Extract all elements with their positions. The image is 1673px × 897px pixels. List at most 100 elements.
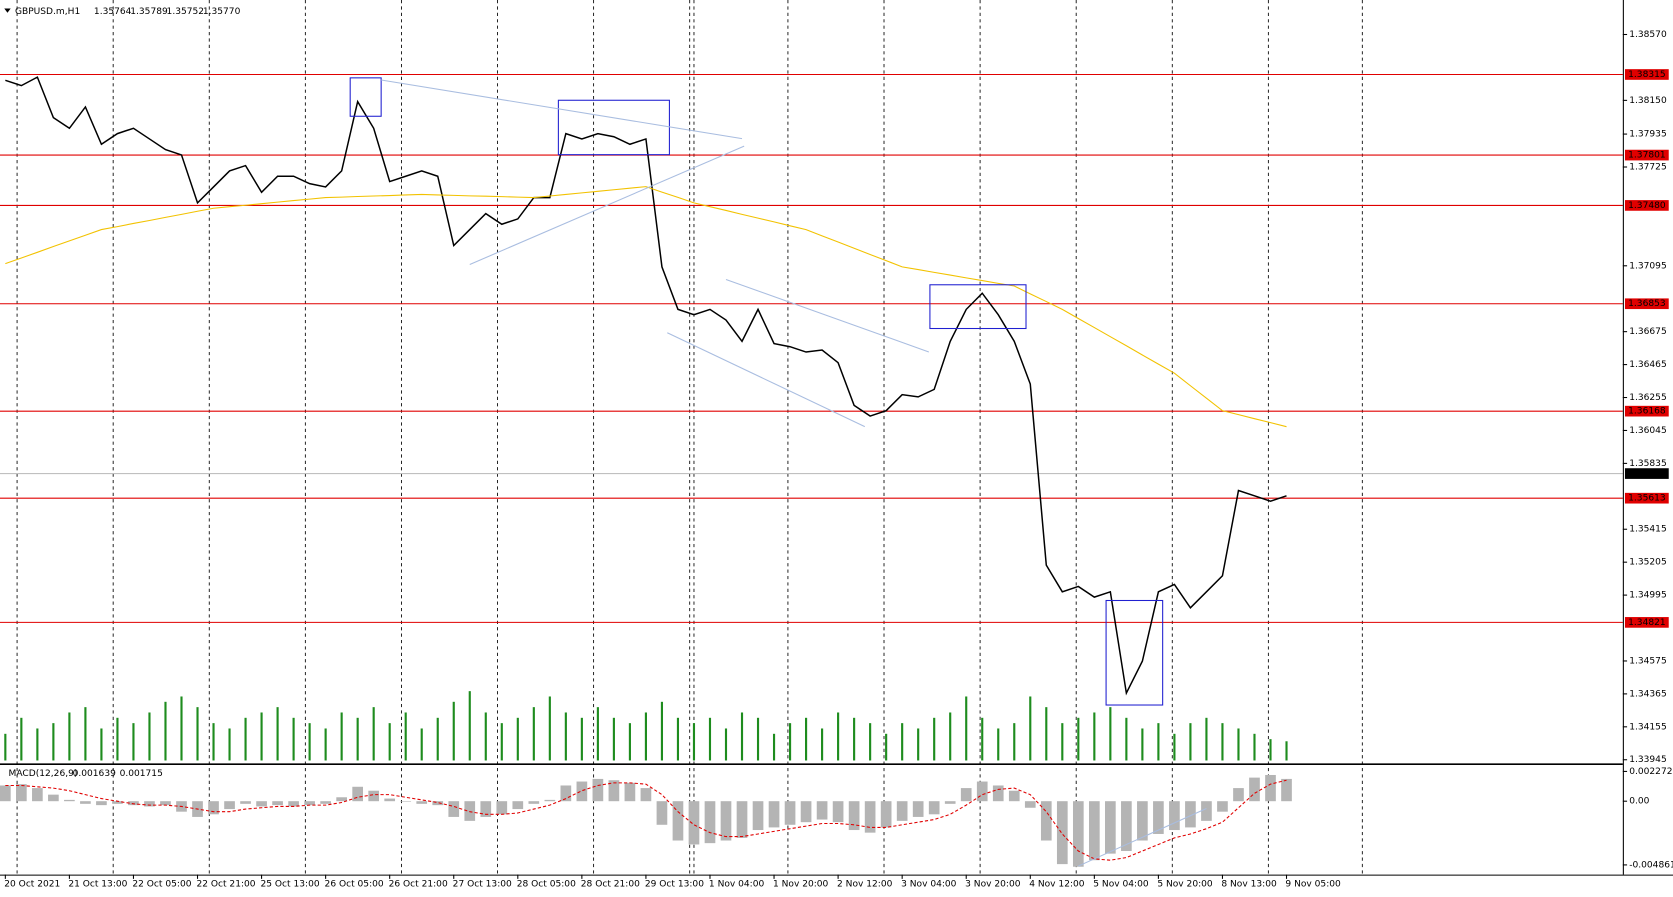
macd-bar [640, 788, 652, 802]
macd-readout: 0.001639 [73, 769, 116, 779]
price-line [5, 76, 1287, 696]
x-tick-label: 27 Oct 13:00 [453, 880, 512, 890]
x-tick-label: 3 Nov 20:00 [965, 880, 1021, 890]
level-tag [1624, 298, 1669, 310]
volume-bar [36, 728, 39, 761]
last-price-tag [1624, 468, 1669, 479]
volume-bar [340, 712, 343, 761]
plot-layers [0, 73, 1623, 867]
volume-bar [1221, 723, 1224, 761]
y-tick-label: 1.34995 [1629, 591, 1667, 601]
macd-bar [656, 801, 668, 825]
volume-bar [901, 723, 904, 761]
symbol: GBPUSD.m,H1 [15, 7, 80, 17]
volume-bar [821, 728, 824, 761]
y-tick-label: 1.38570 [1629, 30, 1667, 40]
macd-bar [848, 801, 860, 831]
volume-bar [756, 717, 760, 761]
volume-bar [933, 717, 936, 761]
volume-bar [372, 707, 375, 761]
macd-bar [368, 790, 380, 802]
macd-bar [496, 801, 508, 815]
macd-bar [240, 801, 251, 804]
level-label: 1.34821 [1628, 618, 1666, 628]
macd-bar [320, 801, 331, 804]
volume-bar [1173, 733, 1176, 761]
menu-arrow[interactable] [4, 8, 11, 13]
volume-bar [1285, 741, 1288, 761]
volume-bar [1141, 728, 1144, 761]
macd-title: MACD(12,26,9) [9, 769, 78, 779]
level-tag [1624, 617, 1669, 628]
volume-bar [772, 733, 776, 761]
volume-bar [724, 728, 728, 761]
volume-bar [853, 717, 856, 761]
volume-bar [596, 707, 599, 761]
level-label: 1.36168 [1628, 407, 1666, 417]
macd-bar [944, 801, 956, 804]
volume-bar [100, 728, 103, 761]
x-tick-label: 21 Oct 13:00 [68, 880, 127, 890]
y-tick-label: 1.35205 [1629, 558, 1667, 568]
volume-bar [837, 712, 840, 761]
volume-bar [228, 728, 231, 761]
macd-bar [1265, 774, 1276, 802]
macd-bar [512, 801, 524, 810]
macd-bar [416, 801, 428, 804]
macd-bar [560, 785, 572, 802]
y-tick-label: 1.36045 [1629, 426, 1667, 436]
volume-bar [997, 728, 1000, 761]
y-tick-label: 1.34155 [1629, 722, 1667, 732]
volume-bar [308, 723, 311, 761]
level-label: 1.37480 [1628, 201, 1666, 211]
volume-bar [692, 723, 696, 761]
y-tick-label: 1.37935 [1629, 130, 1667, 140]
macd-bar [1056, 801, 1068, 865]
volume-bar [68, 712, 71, 761]
x-tick-label: 2 Nov 12:00 [837, 880, 893, 890]
macd-bar [736, 801, 748, 838]
y-tick-label: 1.37725 [1629, 163, 1667, 173]
x-tick-label: 1 Nov 04:00 [709, 880, 765, 890]
level-tag [1624, 200, 1669, 211]
macd-readout: 0.001715 [120, 769, 163, 779]
macd-bar [1217, 801, 1228, 812]
level-tag [1624, 405, 1669, 417]
x-tick-label: 26 Oct 05:00 [325, 880, 384, 890]
x-tick-label: 22 Oct 21:00 [196, 880, 255, 890]
macd-bar [992, 785, 1004, 802]
macd-bar [976, 781, 988, 802]
volume-bar [644, 712, 647, 761]
volume-bar [1013, 723, 1016, 761]
macd-bar [464, 801, 476, 821]
level-label: 1.36853 [1628, 299, 1666, 309]
macd-bar [32, 788, 43, 802]
volume-bar [436, 717, 439, 761]
volume-bar [660, 701, 664, 761]
macd-bar [144, 801, 155, 807]
macd-bar [48, 794, 59, 802]
macd-bar [64, 799, 75, 802]
volume-bar [1269, 739, 1272, 761]
macd-bar [544, 799, 556, 802]
level-tag [1624, 492, 1669, 504]
macd-bar [336, 797, 347, 802]
volume-bar [276, 707, 279, 761]
volume-bar [452, 701, 455, 761]
y-tick-label: 1.35415 [1629, 525, 1667, 535]
x-tick-label: 29 Oct 13:00 [645, 880, 704, 890]
volume-bar [885, 733, 888, 761]
x-tick-label: 25 Oct 13:00 [261, 880, 320, 890]
macd-tick-label: 0.00 [1629, 797, 1649, 807]
volume-bar [965, 696, 968, 761]
macd-bar [208, 801, 219, 815]
volume-bar [468, 691, 471, 761]
macd-bar [432, 801, 444, 806]
volume-bar [84, 707, 87, 761]
macd-bar [1233, 788, 1244, 802]
x-tick-label: 3 Nov 04:00 [901, 880, 957, 890]
volume-bar [356, 717, 359, 761]
volume-bar [1061, 723, 1064, 761]
volume-bar [404, 712, 407, 761]
volume-bar [516, 717, 519, 761]
